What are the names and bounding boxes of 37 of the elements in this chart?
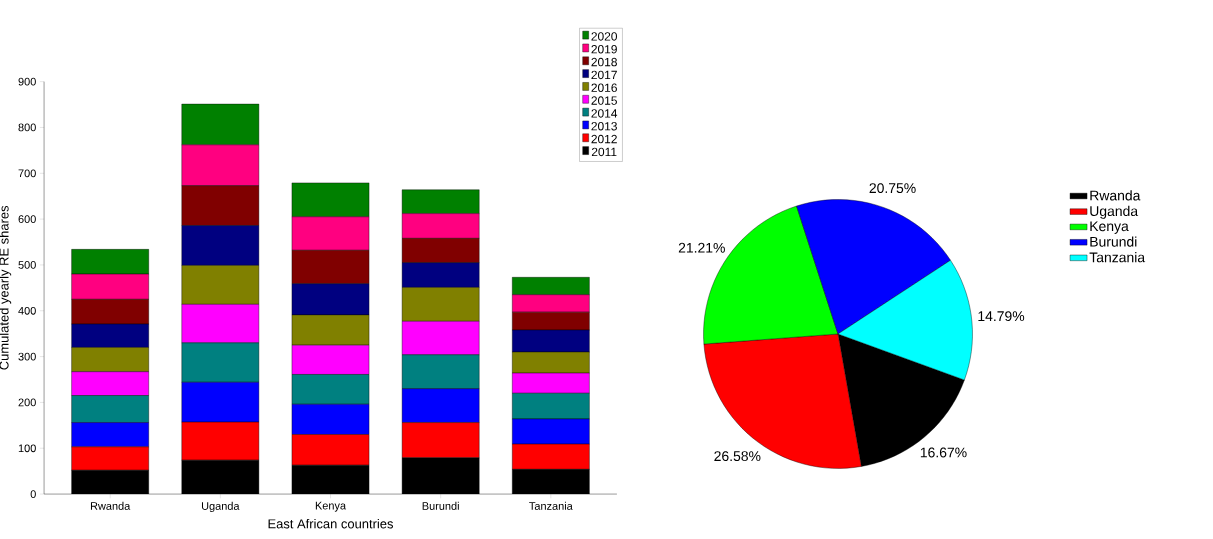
- legend-label: 2017: [591, 70, 617, 80]
- data-label: 21.21%: [678, 242, 725, 253]
- legend-label: Kenya: [1090, 221, 1129, 234]
- x-tick-label: Kenya: [315, 501, 347, 512]
- y-tick-label: 0: [30, 490, 36, 498]
- x-tick-label: Uganda: [201, 501, 240, 513]
- x-axis-title: East African countries: [268, 518, 393, 529]
- data-label: 14.79%: [978, 311, 1025, 322]
- legend-label: Rwanda: [1090, 190, 1141, 201]
- legend-label: 2018: [591, 57, 617, 67]
- data-label: 20.75%: [869, 183, 916, 194]
- y-tick-label: 500: [18, 261, 36, 269]
- y-tick-label: 100: [18, 444, 36, 453]
- y-tick-label: 800: [18, 123, 36, 132]
- legend-label: 2016: [591, 83, 617, 92]
- legend-label: Tanzania: [1089, 252, 1146, 263]
- y-tick-label: 300: [18, 352, 36, 361]
- y-tick-label: 900: [18, 77, 36, 86]
- x-tick-label: Tanzania: [529, 501, 573, 510]
- legend-label: 2020: [591, 32, 617, 41]
- y-tick-label: 600: [18, 215, 36, 223]
- y-tick-label: 400: [18, 306, 36, 315]
- legend-label: 2015: [591, 96, 617, 105]
- data-label: 26.58%: [714, 451, 761, 462]
- x-tick-label: Burundi: [422, 501, 459, 510]
- legend-label: Burundi: [1090, 236, 1137, 247]
- y-tick-label: 700: [18, 169, 36, 178]
- data-label: 16.67%: [920, 447, 967, 458]
- legend-label: 2019: [591, 45, 617, 54]
- legend-label: 2014: [591, 109, 618, 118]
- legend-label: 2013: [591, 122, 617, 131]
- legend-label: 2012: [591, 134, 617, 144]
- y-tick-label: 200: [18, 398, 36, 407]
- y-axis-title: Cumulated yearly RE shares: [0, 205, 12, 370]
- legend-label: Uganda: [1090, 205, 1139, 219]
- x-tick-label: Rwanda: [90, 501, 131, 510]
- legend-label: 2011: [591, 147, 617, 157]
